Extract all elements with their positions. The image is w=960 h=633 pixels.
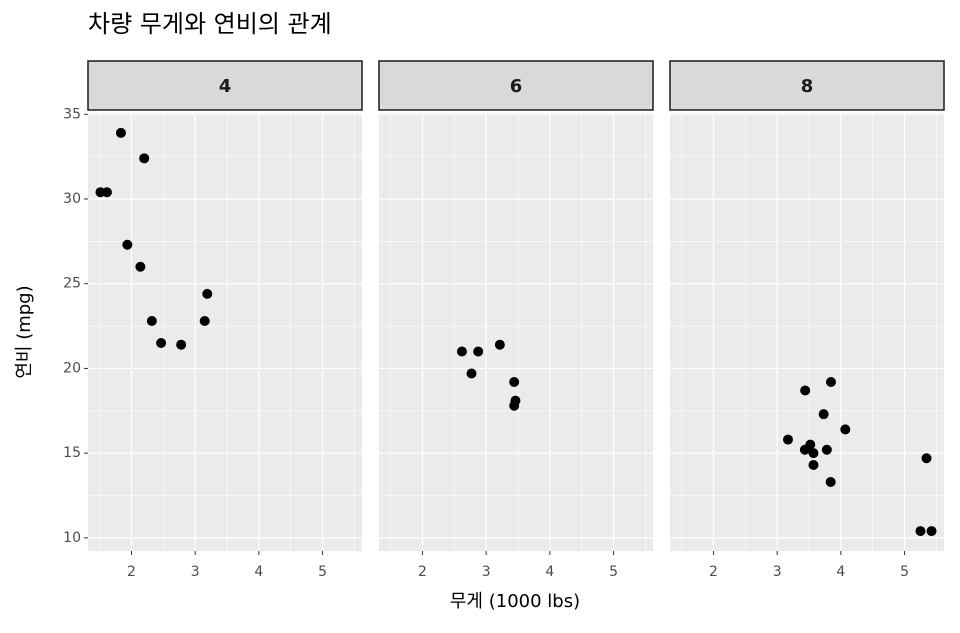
point	[156, 338, 167, 349]
x-tick-label: 2	[709, 564, 718, 580]
point	[825, 376, 836, 387]
point	[825, 476, 836, 487]
point	[821, 444, 832, 455]
x-tick-label: 4	[254, 564, 263, 580]
x-tick-label: 4	[545, 564, 554, 580]
y-tick-label: 20	[63, 360, 81, 376]
y-axis-label: 연비 (mpg)	[14, 285, 35, 378]
point	[139, 153, 150, 164]
point	[799, 444, 810, 455]
point	[915, 526, 926, 537]
panel-background	[670, 113, 944, 551]
chart-title: 차량 무게와 연비의 관계	[88, 10, 332, 38]
point	[840, 424, 851, 435]
point	[509, 376, 520, 387]
point	[473, 346, 484, 357]
x-tick-label: 5	[609, 564, 618, 580]
panel-background	[379, 113, 653, 551]
x-tick-label: 4	[836, 564, 845, 580]
facet-label: 6	[510, 76, 523, 97]
point	[926, 526, 937, 537]
y-tick-label: 35	[63, 106, 81, 122]
y-tick-label: 25	[63, 276, 81, 292]
facet-strip	[378, 60, 654, 111]
point	[135, 261, 146, 272]
facet-strip	[669, 60, 945, 111]
point	[808, 448, 819, 459]
point	[509, 400, 520, 411]
point	[921, 453, 932, 464]
x-tick-label: 3	[191, 564, 200, 580]
point	[95, 187, 106, 198]
point	[782, 434, 793, 445]
facet-label: 4	[219, 76, 232, 97]
point	[466, 368, 477, 379]
point	[176, 339, 187, 350]
point	[199, 315, 210, 326]
point	[494, 339, 505, 350]
point	[122, 239, 133, 250]
x-tick-label: 2	[127, 564, 136, 580]
x-tick-label: 5	[900, 564, 909, 580]
panel-background	[88, 113, 362, 551]
y-tick-label: 15	[63, 445, 81, 461]
point	[115, 127, 126, 138]
facet-strip	[87, 60, 363, 111]
x-tick-label: 3	[773, 564, 782, 580]
y-tick-label: 10	[63, 530, 81, 546]
point	[456, 346, 467, 357]
point	[800, 385, 811, 396]
x-axis-label: 무게 (1000 lbs)	[450, 591, 580, 612]
point	[808, 460, 819, 471]
y-tick-label: 30	[63, 191, 81, 207]
x-tick-label: 5	[318, 564, 327, 580]
facet-label: 8	[801, 76, 814, 97]
point	[202, 288, 213, 299]
point	[818, 409, 829, 420]
x-tick-label: 3	[482, 564, 491, 580]
point	[146, 315, 157, 326]
x-tick-label: 2	[418, 564, 427, 580]
